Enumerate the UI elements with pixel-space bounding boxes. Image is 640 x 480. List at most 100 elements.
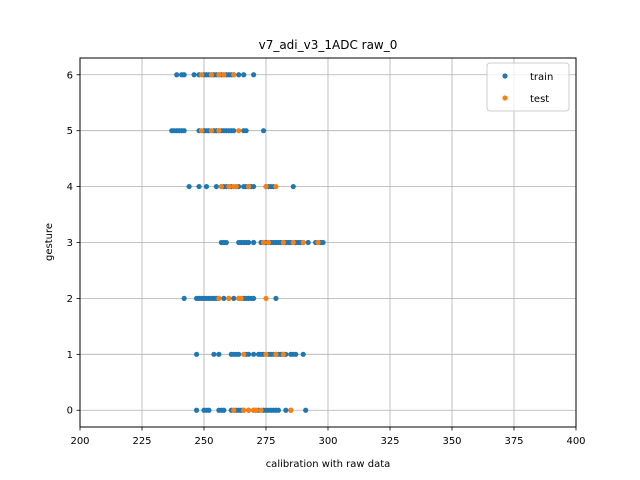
y-axis: 0 1 2 3 4 5 6 [67, 70, 80, 417]
test-point [258, 407, 264, 413]
train-point [206, 407, 212, 413]
test-point [280, 351, 286, 357]
test-point [273, 351, 279, 357]
train-point [290, 183, 296, 190]
test-point [218, 183, 224, 190]
x-tick-label: 275 [256, 436, 275, 447]
x-tick-label: 325 [380, 436, 399, 447]
y-tick-label: 5 [67, 126, 73, 137]
train-point [181, 128, 187, 134]
train-point [181, 72, 187, 78]
test-point [300, 239, 306, 246]
legend-label-train: train [530, 72, 553, 83]
train-point [186, 183, 192, 190]
train-point [241, 72, 247, 78]
y-tick-label: 2 [67, 294, 73, 305]
test-point [226, 183, 232, 190]
test-point [263, 295, 269, 302]
train-point [251, 351, 257, 357]
y-tick-label: 0 [67, 406, 73, 417]
train-point [231, 295, 237, 302]
train-point [193, 407, 200, 413]
test-point [288, 407, 294, 413]
test-point [241, 407, 247, 413]
x-axis-label: calibration with raw data [266, 459, 391, 470]
y-tick-label: 4 [67, 182, 73, 193]
scatter-points [169, 72, 326, 413]
test-point [273, 183, 279, 190]
test-point [265, 239, 272, 246]
legend: train test [486, 62, 570, 112]
x-tick-label: 375 [504, 436, 523, 447]
x-axis: 200 225 250 275 300 325 350 375 400 [70, 427, 586, 447]
train-point [221, 407, 227, 413]
test-point [260, 239, 267, 246]
test-point [221, 72, 227, 78]
y-tick-label: 3 [67, 238, 73, 249]
train-point [223, 239, 229, 246]
train-point [191, 72, 197, 78]
test-point [290, 239, 296, 246]
x-tick-label: 350 [442, 436, 461, 447]
train-point [260, 128, 267, 134]
test-point [263, 351, 269, 357]
test-point [198, 72, 205, 78]
test-point [280, 239, 286, 246]
test-point [246, 183, 252, 190]
train-point [231, 128, 237, 134]
x-tick-label: 225 [132, 436, 151, 447]
test-point [315, 239, 321, 246]
test-point [216, 72, 222, 78]
test-point [208, 72, 215, 78]
test-point [263, 183, 269, 190]
train-point [305, 239, 311, 246]
test-point [198, 128, 205, 134]
train-point [251, 72, 257, 78]
y-tick-label: 1 [67, 350, 73, 361]
test-point [216, 295, 222, 302]
train-point [246, 351, 252, 357]
test-point [236, 128, 242, 134]
test-point [216, 128, 222, 134]
legend-marker-test [502, 95, 508, 101]
train-point [196, 183, 202, 190]
chart-title: v7_adi_v3_1ADC raw_0 [259, 38, 398, 52]
test-point [226, 295, 232, 302]
test-point [231, 72, 237, 78]
train-point [273, 295, 279, 302]
test-point [208, 128, 215, 134]
test-point [238, 295, 244, 302]
x-tick-label: 250 [194, 436, 213, 447]
train-point [303, 407, 309, 413]
x-tick-label: 300 [318, 436, 337, 447]
train-point [320, 239, 326, 246]
series-test [198, 72, 321, 413]
test-point [246, 407, 252, 413]
y-axis-label: gesture [44, 223, 55, 261]
legend-box [486, 62, 570, 112]
test-point [253, 407, 259, 413]
train-point [236, 72, 242, 78]
train-point [251, 239, 257, 246]
legend-label-test: test [530, 94, 549, 105]
train-point [243, 128, 249, 134]
train-point [193, 351, 200, 357]
train-point [174, 72, 180, 78]
test-point [233, 183, 239, 190]
train-point [300, 351, 306, 357]
x-tick-label: 400 [566, 436, 585, 447]
train-point [275, 407, 281, 413]
train-point [203, 183, 210, 190]
test-point [231, 407, 237, 413]
legend-marker-train [502, 73, 508, 79]
y-tick-label: 6 [67, 70, 73, 81]
test-point [241, 351, 247, 357]
train-point [211, 351, 217, 357]
x-tick-label: 200 [70, 436, 89, 447]
train-point [213, 183, 219, 190]
train-point [181, 295, 187, 302]
train-point [293, 351, 299, 357]
train-point [246, 239, 252, 246]
train-point [221, 295, 227, 302]
